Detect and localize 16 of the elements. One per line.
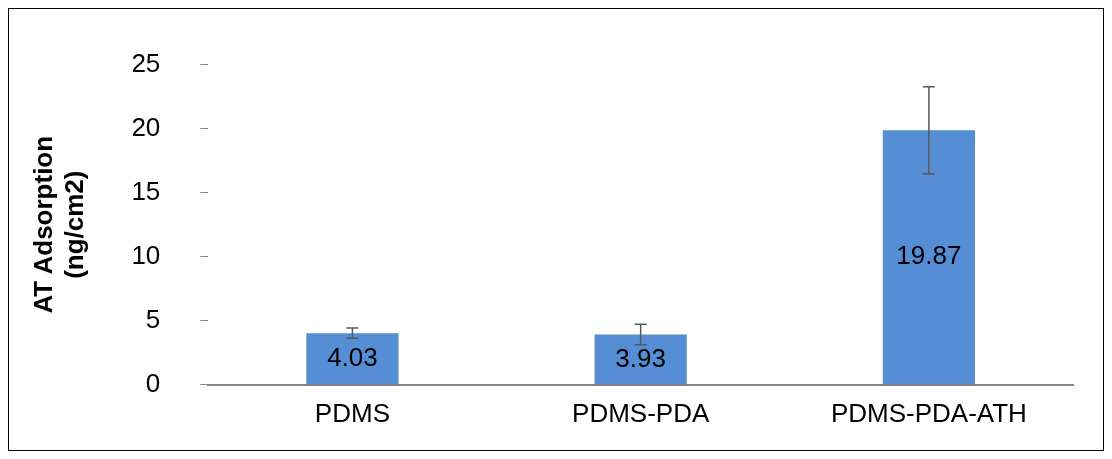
x-tick-label: PDMS-PDA-ATH — [830, 397, 1027, 428]
data-label: 4.03 — [327, 341, 378, 372]
bar — [594, 334, 687, 385]
bar — [882, 130, 975, 385]
data-label: 3.93 — [615, 342, 666, 373]
bar — [306, 333, 399, 385]
data-label: 19.87 — [896, 240, 962, 271]
y-tick-label: 15 — [131, 175, 161, 206]
y-tick-label: 5 — [145, 303, 161, 334]
x-tick-label: PDMS — [314, 397, 390, 428]
y-tick-label: 25 — [131, 47, 161, 78]
x-tick-label: PDMS-PDA — [572, 397, 710, 428]
y-tick-label: 0 — [145, 367, 161, 398]
y-tick-label: 20 — [131, 111, 161, 142]
y-axis-title: AT Adsorption (ng/cm2) — [27, 135, 89, 314]
y-tick-label: 10 — [131, 239, 161, 270]
